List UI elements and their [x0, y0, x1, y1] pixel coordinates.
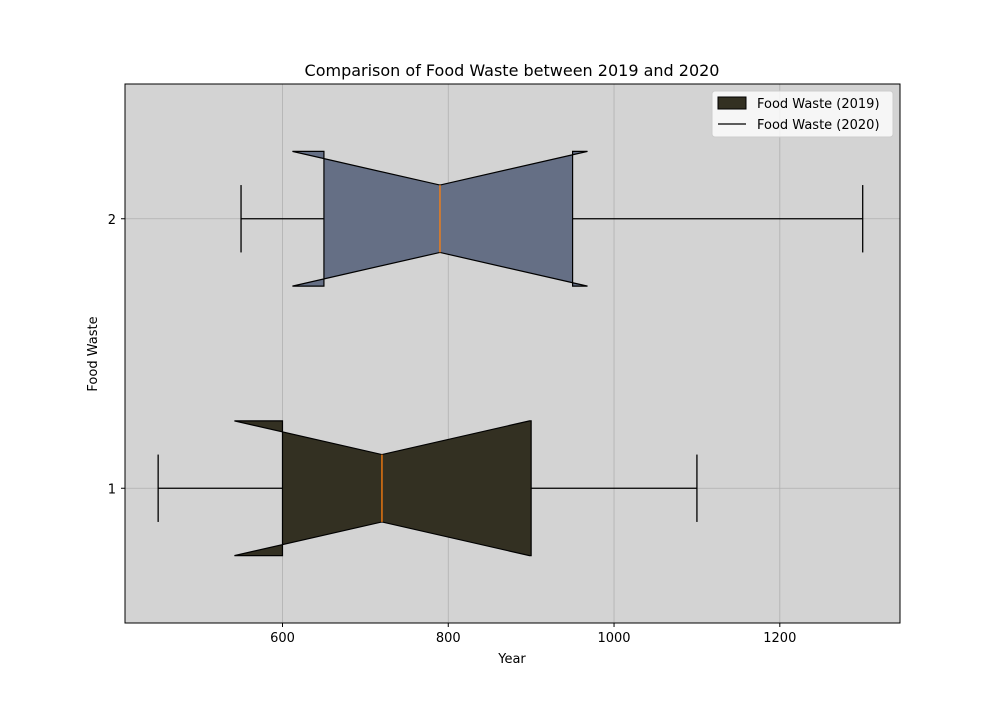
y-tick-label: 2 [108, 213, 116, 228]
x-tick-label: 1000 [597, 631, 630, 646]
chart-title: Comparison of Food Waste between 2019 an… [305, 61, 720, 80]
x-axis-label: Year [497, 652, 526, 667]
legend-frame [711, 90, 894, 138]
x-tick-label: 800 [436, 631, 461, 646]
y-axis-label: Food Waste [86, 316, 101, 391]
legend-patch-2019 [717, 96, 747, 110]
legend-label-2019: Food Waste (2019) [757, 97, 880, 112]
box-body [234, 420, 532, 557]
x-tick-label: 600 [270, 631, 295, 646]
ticks: 600 800 1000 1200 1 2 [108, 213, 797, 646]
box-2 [240, 150, 864, 287]
x-tick-label: 1200 [763, 631, 796, 646]
y-tick-label: 1 [108, 482, 116, 497]
box-1 [157, 420, 698, 557]
boxes [157, 150, 864, 557]
plot-frame [124, 83, 901, 624]
legend-label-2020: Food Waste (2020) [757, 118, 880, 133]
legend: Food Waste (2019) Food Waste (2020) [711, 90, 894, 138]
